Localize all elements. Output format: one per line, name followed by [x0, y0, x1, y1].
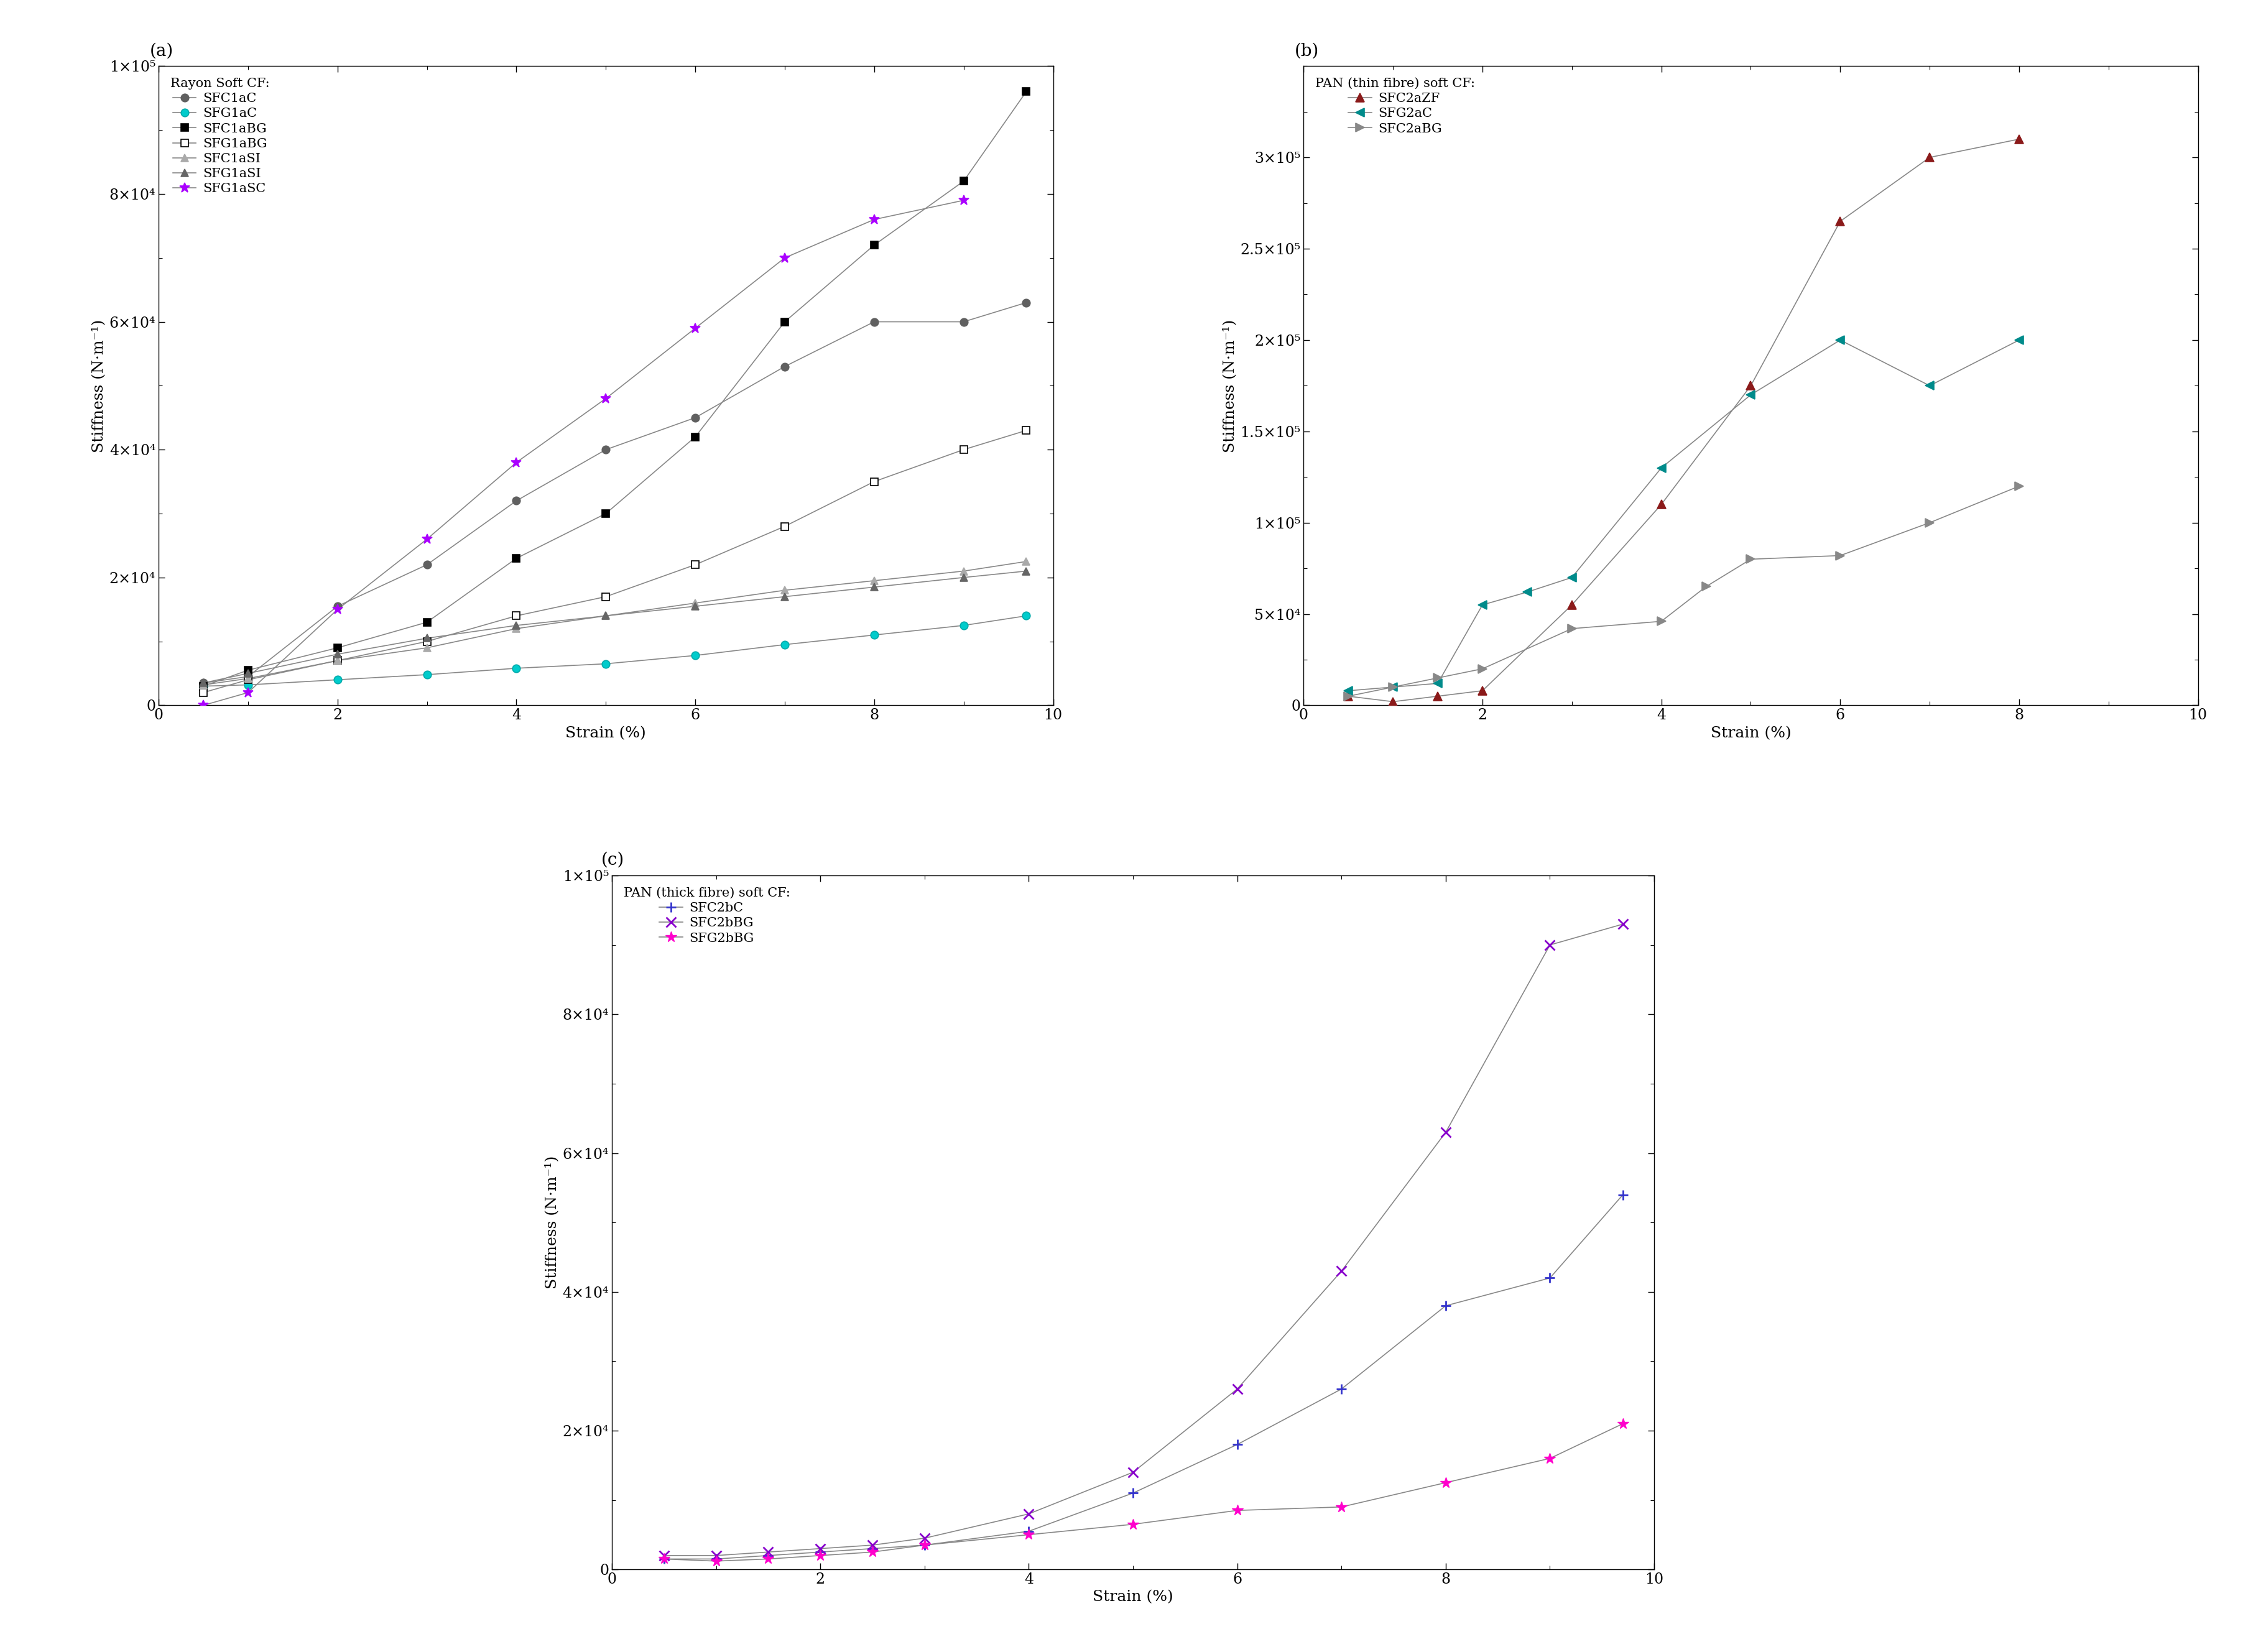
Legend: SFC1aC, SFG1aC, SFC1aBG, SFG1aBG, SFC1aSI, SFG1aSI, SFG1aSC: SFC1aC, SFG1aC, SFC1aBG, SFG1aBG, SFC1aS… [165, 73, 274, 200]
Legend: SFC2aZF, SFG2aC, SFC2aBG: SFC2aZF, SFG2aC, SFC2aBG [1310, 73, 1480, 140]
Y-axis label: Stiffness (N·m⁻¹): Stiffness (N·m⁻¹) [1221, 319, 1237, 453]
Legend: SFC2bC, SFC2bBG, SFG2bBG: SFC2bC, SFC2bBG, SFG2bBG [619, 882, 795, 950]
X-axis label: Strain (%): Strain (%) [1092, 1591, 1174, 1604]
X-axis label: Strain (%): Strain (%) [1711, 727, 1790, 740]
Y-axis label: Stiffness (N·m⁻¹): Stiffness (N·m⁻¹) [91, 319, 107, 453]
Text: (c): (c) [600, 852, 625, 869]
Text: (a): (a) [150, 43, 174, 59]
Y-axis label: Stiffness (N·m⁻¹): Stiffness (N·m⁻¹) [544, 1156, 560, 1289]
X-axis label: Strain (%): Strain (%) [566, 727, 646, 740]
Text: (b): (b) [1294, 43, 1319, 59]
